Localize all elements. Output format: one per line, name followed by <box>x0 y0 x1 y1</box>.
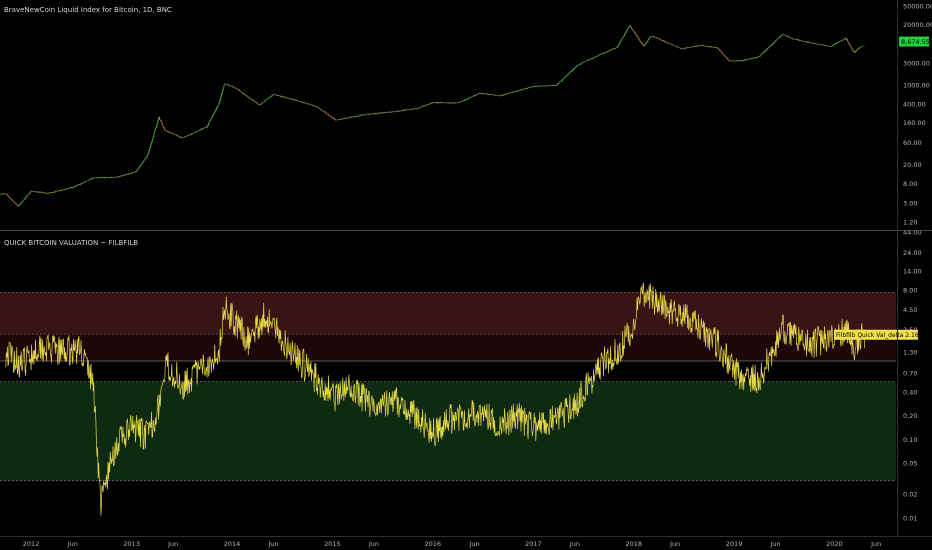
indicator-tick-label: 1.30 <box>903 348 917 356</box>
time-tick-label: Jun <box>669 540 680 548</box>
price-candles <box>0 25 865 207</box>
time-tick-label: Jun <box>267 540 278 548</box>
indicator-tick-label: 8.00 <box>903 286 917 294</box>
time-tick-label: 2014 <box>224 540 241 548</box>
price-tick-label: 3000.00 <box>903 59 930 67</box>
indicator-tick-label: 0.70 <box>903 369 917 377</box>
time-tick-label: Jun <box>368 540 379 548</box>
indicator-tick-label: 0.02 <box>903 491 917 499</box>
price-tick-label: 20.00 <box>903 161 922 169</box>
indicator-tick-label: 0.20 <box>903 412 917 420</box>
indicator-tick-label: 0.05 <box>903 459 917 467</box>
price-tick-label: 8.00 <box>903 180 917 188</box>
time-tick-label: Jun <box>770 540 781 548</box>
indicator-tick-label: 0.01 <box>903 514 917 522</box>
price-tick-label: 20000.00 <box>903 21 932 29</box>
price-tick-label: 400.00 <box>903 100 926 108</box>
last-price-badge <box>899 36 929 47</box>
time-x-axis[interactable]: 2012 Jun 2013 Jun 2014 Jun 2015 Jun 2016 Jun 2017 J… <box>23 540 881 548</box>
time-tick-label: Jun <box>569 540 580 548</box>
indicator-title: QUICK BITCOIN VALUATION ~ FILBFILB <box>4 239 139 247</box>
price-tick-label: 1.20 <box>903 218 917 226</box>
time-tick-label: 2015 <box>324 540 341 548</box>
valuation-band-0 <box>0 292 896 335</box>
price-tick-label: 1000.00 <box>903 82 930 90</box>
time-tick-label: 2018 <box>625 540 642 548</box>
indicator-tick-label: 24.00 <box>903 249 922 257</box>
time-tick-label: Jun <box>167 540 178 548</box>
indicator-tick-label: 14.00 <box>903 267 922 275</box>
price-tick-label: 60.00 <box>903 139 922 147</box>
time-tick-label: 2020 <box>826 540 843 548</box>
time-tick-label: 2013 <box>123 540 140 548</box>
price-y-axis[interactable]: 50000.0020000.008000.003000.001000.00400… <box>899 2 932 226</box>
price-tick-label: 50000.00 <box>903 2 932 10</box>
price-tick-label: 3.00 <box>903 200 917 208</box>
indicator-pane[interactable] <box>0 282 896 516</box>
price-pane[interactable] <box>0 25 865 207</box>
time-tick-label: 2012 <box>23 540 40 548</box>
price-tick-label: 160.00 <box>903 119 926 127</box>
time-tick-label: Jun <box>870 540 881 548</box>
indicator-tick-label: 0.40 <box>903 389 917 397</box>
price-line <box>0 26 864 207</box>
last-price-label: 8,674.55 <box>901 38 930 46</box>
valuation-band-2 <box>0 381 896 481</box>
time-tick-label: 2017 <box>525 540 542 548</box>
time-tick-label: 2019 <box>726 540 743 548</box>
indicator-value-badge <box>834 329 918 340</box>
indicator-tick-label: 4.50 <box>903 306 917 314</box>
valuation-band-1 <box>0 334 896 362</box>
time-tick-label: 2016 <box>424 540 441 548</box>
time-tick-label: Jun <box>468 540 479 548</box>
valuation-line <box>5 282 866 516</box>
indicator-tick-label: 44.00 <box>903 228 922 236</box>
indicator-value-label: Filbfilb Quick Val_delta 2.16 <box>836 332 919 339</box>
indicator-y-axis[interactable]: 44.0024.0014.008.004.502.501.300.700.400… <box>834 228 922 522</box>
time-tick-label: Jun <box>67 540 78 548</box>
chart-title: BraveNewCoin Liquid Index for Bitcoin, 1… <box>4 6 172 14</box>
indicator-tick-label: 0.10 <box>903 436 917 444</box>
